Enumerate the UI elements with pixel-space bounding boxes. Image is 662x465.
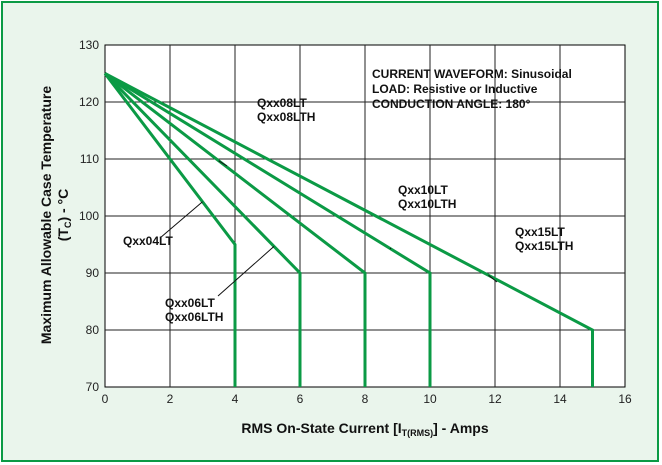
y-tick-label: 110 xyxy=(80,152,99,166)
y-tick-label: 130 xyxy=(79,38,99,52)
label-leaders xyxy=(159,160,498,297)
y-tick-label: 90 xyxy=(86,266,100,280)
y-axis-title-pre: (T xyxy=(55,228,71,242)
x-axis-title-tail: ] - Amps xyxy=(433,420,489,436)
y-tick-label: 80 xyxy=(86,323,100,337)
y-axis-title-post: ) - °C xyxy=(55,189,71,222)
x-tick-label: 2 xyxy=(167,392,174,406)
x-axis-title-main: RMS On-State Current [I xyxy=(241,420,401,436)
series-line xyxy=(104,72,594,387)
series-label: Qxx10LT xyxy=(398,183,448,197)
y-axis-title-line-2: (TC) - °C xyxy=(55,189,73,242)
x-tick-label: 14 xyxy=(553,392,567,406)
x-tick-label: 16 xyxy=(618,392,632,406)
x-tick-label: 6 xyxy=(297,392,304,406)
series-label: Qxx15LTH xyxy=(515,239,573,253)
axis-ticks: 0 2 4 6 8 10 12 14 16 70 80 90 100 110 120 130 xyxy=(79,38,632,406)
note-line-1: CURRENT WAVEFORM: Sinusoidal xyxy=(372,67,572,81)
series-label: Qxx04LT xyxy=(123,234,173,248)
y-axis-title-subscript: C xyxy=(63,221,73,228)
series-label: Qxx08LT xyxy=(257,96,307,110)
series-label: Qxx15LT xyxy=(515,225,565,239)
series-line xyxy=(104,72,367,387)
series-group xyxy=(103,72,594,387)
y-axis-title-line-1: Maximum Allowable Case Temperature xyxy=(38,86,54,345)
label-leader-line xyxy=(488,274,498,283)
series-line xyxy=(104,72,432,387)
series-label: Qxx10LTH xyxy=(398,197,456,211)
series-line xyxy=(103,72,302,387)
series-label: Qxx08LTH xyxy=(257,110,315,124)
note-line-3: CONDUCTION ANGLE: 180° xyxy=(372,97,531,111)
label-leader-line xyxy=(217,246,275,297)
waveform-note: CURRENT WAVEFORM: Sinusoidal LOAD: Resis… xyxy=(372,67,572,111)
series-label: Qxx06LTH xyxy=(165,310,223,324)
x-axis-title: RMS On-State Current [IT(RMS)] - Amps xyxy=(241,420,488,438)
label-leader-line xyxy=(389,247,392,250)
x-tick-label: 12 xyxy=(488,392,502,406)
label-leader-line xyxy=(218,160,228,167)
y-axis-title: Maximum Allowable Case Temperature (TC) … xyxy=(38,86,73,345)
series-line xyxy=(103,72,237,387)
y-tick-label: 70 xyxy=(86,380,100,394)
x-tick-label: 0 xyxy=(102,392,109,406)
x-tick-label: 8 xyxy=(362,392,369,406)
series-label: Qxx06LT xyxy=(165,296,215,310)
x-tick-label: 4 xyxy=(232,392,239,406)
label-leader-line xyxy=(159,201,203,239)
y-tick-label: 120 xyxy=(79,95,99,109)
y-tick-label: 100 xyxy=(79,209,99,223)
x-tick-label: 10 xyxy=(423,392,437,406)
note-line-2: LOAD: Resistive or Inductive xyxy=(372,82,538,96)
x-axis-title-subscript: T(RMS) xyxy=(402,428,434,438)
